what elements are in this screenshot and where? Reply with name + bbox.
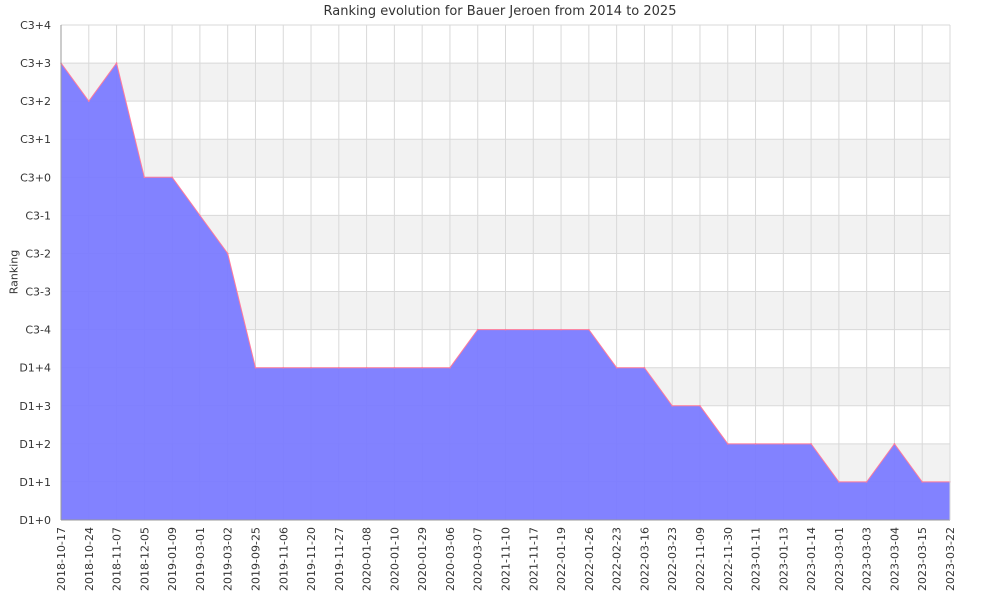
data-point [560, 328, 562, 331]
data-point [699, 404, 701, 407]
data-point [838, 481, 840, 483]
data-point [893, 443, 896, 445]
data-point [782, 443, 785, 445]
x-tick-label: 2019-01-09 [166, 527, 179, 591]
x-tick-layer: 2018-10-17 2018-10-24 2018-11-07 2018-12-05… [55, 527, 957, 591]
x-tick-label: 2018-12-05 [138, 527, 151, 591]
x-tick-label: 2022-11-09 [694, 527, 707, 591]
data-point [87, 100, 90, 102]
x-tick-label: 2020-01-08 [361, 527, 374, 591]
data-point [282, 366, 285, 369]
chart-title: Ranking evolution for Bauer Jeroen from … [323, 4, 677, 19]
data-point [421, 366, 423, 369]
x-tick-label: 2018-10-17 [55, 527, 68, 591]
data-point [393, 366, 396, 369]
data-point [115, 62, 118, 64]
y-tick-label: C3+2 [20, 95, 51, 108]
data-point [754, 443, 757, 445]
y-tick-layer: D1+0 D1+1 D1+2 D1+3 D1+4 C3-4 C3-3 C3-2 C3-1 C3+0… [19, 19, 51, 527]
x-tick-label: 2018-11-07 [111, 527, 124, 591]
x-tick-label: 2023-01-11 [750, 527, 763, 591]
y-tick-label: C3+1 [20, 133, 51, 146]
x-tick-label: 2023-03-03 [861, 527, 874, 591]
y-tick-label: C3-2 [25, 247, 51, 260]
y-axis-label: Ranking [7, 249, 21, 295]
ranking-area [61, 63, 950, 520]
x-tick-label: 2023-03-04 [888, 527, 901, 591]
x-tick-label: 2019-11-06 [277, 527, 290, 591]
y-tick-label: D1+2 [19, 438, 51, 451]
data-point [810, 443, 812, 445]
data-point [865, 481, 868, 483]
data-point [143, 176, 146, 179]
y-tick-label: C3+3 [20, 57, 51, 70]
x-tick-label: 2023-01-14 [805, 527, 818, 591]
x-tick-label: 2020-01-29 [416, 527, 429, 591]
y-tick-label: C3+4 [20, 19, 51, 32]
data-point [615, 366, 618, 369]
data-point [310, 366, 312, 369]
x-tick-label: 2019-09-25 [249, 527, 262, 591]
data-point [449, 366, 451, 369]
x-tick-label: 2022-11-30 [722, 527, 735, 591]
y-tick-label: C3-1 [25, 209, 51, 222]
data-point [588, 328, 590, 331]
x-tick-label: 2021-11-10 [500, 527, 513, 591]
axis-layer [60, 25, 951, 521]
x-tick-label: 2019-03-02 [222, 527, 235, 591]
data-point [254, 366, 257, 369]
data-point [199, 214, 201, 217]
x-tick-label: 2023-03-22 [944, 527, 957, 591]
x-tick-label: 2022-03-16 [638, 527, 651, 591]
y-tick-label: C3+0 [20, 171, 51, 184]
x-tick-label: 2019-11-20 [305, 527, 318, 591]
x-tick-label: 2020-01-10 [388, 527, 401, 591]
area-layer [60, 61, 951, 520]
y-tick-label: C3-4 [25, 324, 51, 337]
x-tick-label: 2019-03-01 [194, 527, 207, 591]
data-point [643, 366, 646, 369]
data-point [171, 176, 173, 179]
x-tick-label: 2022-03-23 [666, 527, 679, 591]
x-tick-label: 2022-02-23 [611, 527, 624, 591]
x-tick-label: 2019-11-27 [333, 527, 346, 591]
x-tick-label: 2018-10-24 [83, 527, 96, 591]
data-point [476, 328, 479, 331]
x-tick-label: 2021-11-17 [527, 527, 540, 591]
data-point [532, 328, 535, 331]
x-tick-label: 2023-01-13 [777, 527, 790, 591]
x-tick-label: 2020-03-07 [472, 527, 485, 591]
x-tick-label: 2022-01-26 [583, 527, 596, 591]
x-tick-label: 2020-03-06 [444, 527, 457, 591]
x-tick-label: 2022-01-19 [555, 527, 568, 591]
y-tick-label: D1+0 [19, 514, 51, 527]
y-tick-label: C3-3 [25, 286, 51, 299]
data-point [365, 366, 368, 369]
y-tick-label: D1+3 [19, 400, 51, 413]
y-tick-label: D1+4 [19, 362, 51, 375]
x-tick-label: 2023-03-01 [833, 527, 846, 591]
x-tick-label: 2023-03-15 [916, 527, 929, 591]
data-point [226, 252, 229, 255]
data-point [726, 443, 729, 445]
y-tick-label: D1+1 [19, 476, 51, 489]
data-point [338, 366, 340, 369]
data-point [921, 481, 924, 483]
data-point [504, 328, 507, 331]
data-point [671, 404, 673, 407]
